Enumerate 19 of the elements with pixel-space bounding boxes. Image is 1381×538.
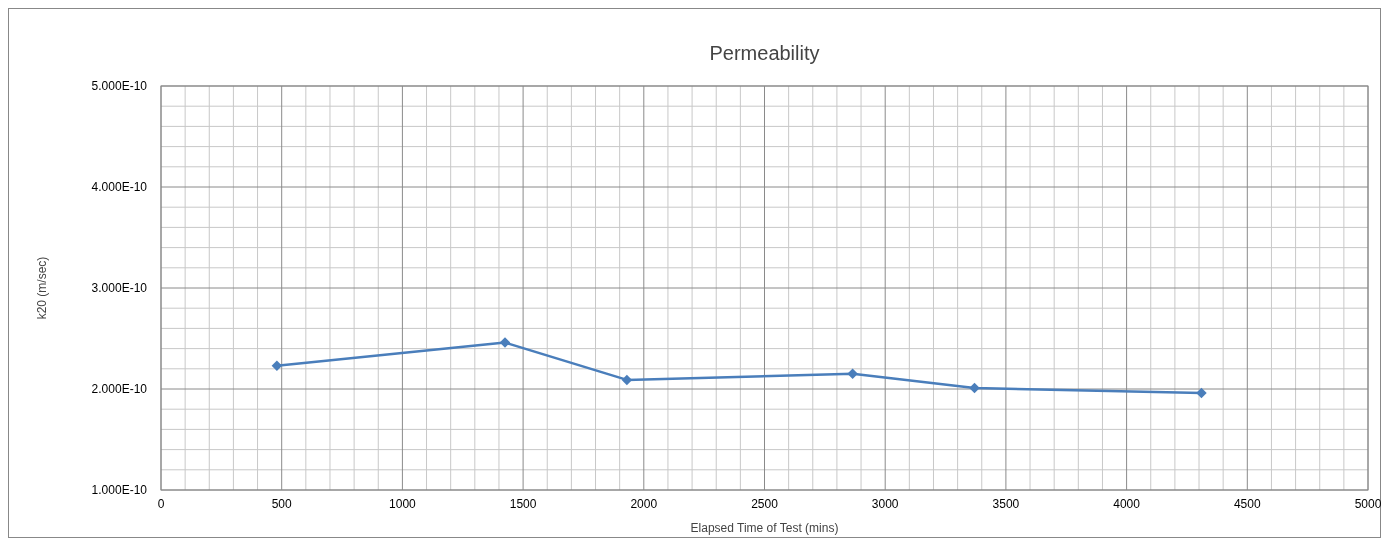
x-tick-label: 1500 bbox=[509, 497, 537, 511]
y-tick-label: 5.000E-10 bbox=[91, 79, 148, 93]
x-tick-label: 4000 bbox=[1113, 497, 1141, 511]
x-tick-label: 4500 bbox=[1233, 497, 1261, 511]
y-tick-label: 3.000E-10 bbox=[91, 281, 148, 295]
x-tick-label: 1000 bbox=[389, 497, 417, 511]
chart-title: Permeability bbox=[709, 42, 820, 64]
y-tick-label: 2.000E-10 bbox=[91, 382, 148, 396]
x-tick-label: 2500 bbox=[751, 497, 779, 511]
x-tick-label: 500 bbox=[271, 497, 293, 511]
y-axis-title: k20 (m/sec) bbox=[35, 256, 49, 320]
x-tick-label: 3000 bbox=[871, 497, 899, 511]
y-tick-label: 1.000E-10 bbox=[91, 483, 148, 497]
x-tick-label: 5000 bbox=[1354, 497, 1381, 511]
x-tick-label: 2000 bbox=[630, 497, 658, 511]
x-axis-title: Elapsed Time of Test (mins) bbox=[690, 521, 839, 535]
x-tick-label: 0 bbox=[157, 497, 165, 511]
x-tick-label: 3500 bbox=[992, 497, 1020, 511]
y-tick-label: 4.000E-10 bbox=[91, 180, 148, 194]
